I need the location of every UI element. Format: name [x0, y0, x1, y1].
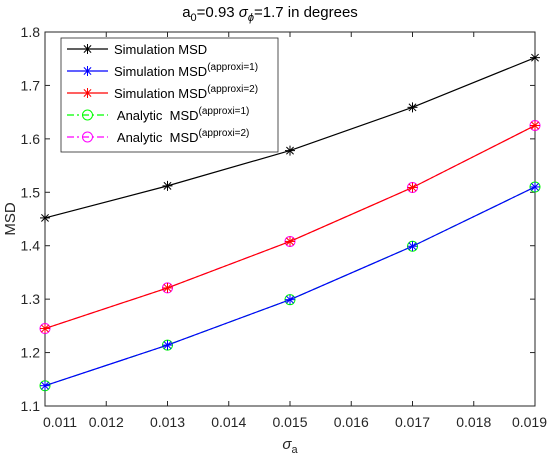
legend-marker-ana-msd-approx2 [82, 131, 93, 143]
title-sigma-subscript: ϕ [248, 12, 254, 24]
y-tick-label-0: 1.1 [21, 398, 41, 414]
legend-label-name: Simulation MSD [114, 42, 207, 57]
title-a-symbol: a [182, 4, 191, 21]
x-tick-label-7: 0.018 [456, 414, 491, 430]
y-tick-label-1: 1.2 [21, 345, 41, 361]
y-tick-label-7: 1.8 [21, 24, 41, 40]
legend-label-sim-msd: Simulation MSD [114, 42, 207, 57]
y-axis-label: MSD [2, 202, 19, 236]
legend-box [60, 37, 279, 153]
y-tick-label-3: 1.4 [21, 238, 41, 254]
point-sim-msd-approx1-4 [530, 181, 540, 192]
legend-label-sim-msd-approx2: Simulation MSD(approxi=2) [114, 84, 258, 101]
legend-marker-sim-msd [82, 44, 93, 54]
point-sim-msd-approx2-3 [407, 182, 418, 193]
legend-entry-sim-msd: Simulation MSD [67, 42, 207, 57]
y-tick-label-4: 1.5 [21, 184, 41, 200]
legend-label-superscript: (approxi=2) [199, 128, 250, 139]
x-tick-labels: 0.011 0.012 0.013 0.014 0.015 0.016 0.017 0.018… [43, 414, 547, 430]
title-a-subscript: 0 [191, 12, 197, 24]
point-sim-msd-approx1-0 [40, 380, 50, 391]
legend-entry-sim-msd-approx1: Simulation MSD(approxi=1) [67, 62, 258, 79]
y-tick-labels: 1.1 1.2 1.3 1.4 1.5 1.6 1.7 1.8 [21, 24, 41, 414]
legend-label-ana-msd-approx2: Analytic MSD(approxi=2) [114, 128, 249, 145]
point-sim-msd-1 [162, 180, 173, 191]
point-sim-msd-approx1-2 [285, 294, 295, 305]
legend-label-name: Analytic MSD [114, 130, 199, 145]
series-layer [39, 52, 541, 392]
legend-label-superscript: (approxi=2) [207, 84, 258, 95]
x-tick-label-0: 0.011 [43, 414, 77, 430]
x-axis-label-subscript: a [291, 444, 298, 456]
axis-ticks [44, 31, 536, 407]
y-tick-label-2: 1.3 [21, 291, 41, 307]
x-tick-label-5: 0.016 [334, 414, 369, 430]
series-sim-msd [40, 52, 540, 223]
series-sim-msd-approx1 [40, 181, 540, 391]
y-tick-label-5: 1.6 [21, 131, 41, 147]
point-sim-msd-approx1-1 [162, 340, 173, 351]
point-sim-msd-approx2-4 [530, 120, 540, 131]
x-tick-label-1: 0.012 [89, 414, 124, 430]
legend-entry-ana-msd-approx1: Analytic MSD(approxi=1) [67, 106, 249, 123]
point-sim-msd-4 [530, 52, 540, 63]
legend-label-sim-msd-approx1: Simulation MSD(approxi=1) [114, 62, 258, 79]
legend-label-name: Simulation MSD [114, 64, 207, 79]
x-tick-label-3: 0.014 [211, 414, 246, 430]
legend-label-name: Simulation MSD [114, 86, 207, 101]
legend-entry-ana-msd-approx2: Analytic MSD(approxi=2) [67, 128, 249, 145]
chart-title: a0=0.93 σϕ=1.7 in degrees [182, 4, 358, 24]
title-a-value: =0.93 [197, 4, 239, 21]
x-tick-label-8: 0.019 [512, 414, 547, 430]
point-sim-msd-approx2-1 [162, 282, 173, 293]
legend-label-superscript: (approxi=1) [199, 106, 250, 117]
point-sim-msd-0 [40, 212, 50, 223]
legend-label-name: Analytic MSD [114, 108, 199, 123]
legend-label-superscript: (approxi=1) [207, 62, 258, 73]
legend-entry-sim-msd-approx2: Simulation MSD(approxi=2) [67, 84, 258, 101]
y-tick-label-6: 1.7 [21, 77, 41, 93]
legend-marker-ana-msd-approx1 [82, 109, 93, 121]
title-sigma-symbol: σ [239, 4, 249, 21]
title-sigma-value: =1.7 in degrees [254, 4, 358, 21]
point-sim-msd-approx1-3 [407, 241, 418, 252]
x-tick-label-2: 0.013 [150, 414, 185, 430]
series-sim-msd-approx2 [40, 120, 540, 334]
x-axis-label-symbol: σ [282, 436, 292, 453]
point-sim-msd-3 [407, 102, 418, 113]
x-tick-label-4: 0.015 [272, 414, 307, 430]
legend-marker-sim-msd-approx1 [82, 66, 93, 76]
legend-label-ana-msd-approx1: Analytic MSD(approxi=1) [114, 106, 249, 123]
point-sim-msd-approx2-2 [285, 236, 295, 247]
point-sim-msd-2 [285, 145, 295, 156]
legend-marker-sim-msd-approx2 [82, 88, 93, 98]
x-tick-label-6: 0.017 [395, 414, 430, 430]
x-axis-label: σa [282, 436, 298, 456]
point-sim-msd-approx2-0 [40, 323, 50, 334]
